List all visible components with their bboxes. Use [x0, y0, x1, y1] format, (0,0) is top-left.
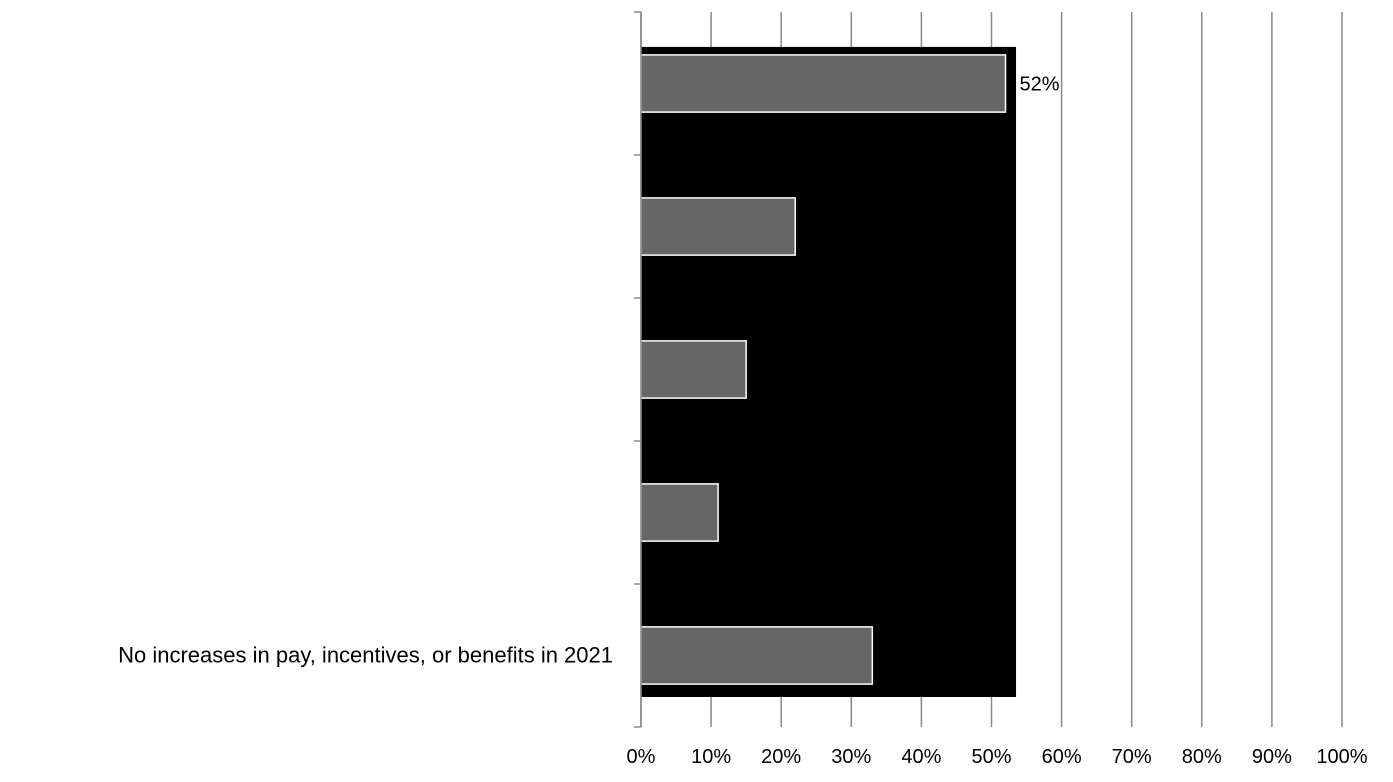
x-tick-label: 0% — [627, 746, 656, 768]
x-tick-label: 70% — [1112, 746, 1152, 768]
data-label: 52% — [1020, 74, 1060, 96]
category-label: No increases in pay, incentives, or bene… — [118, 643, 613, 668]
bar — [640, 340, 747, 399]
labels: 52% No increases in pay, incentives, or b… — [118, 74, 1368, 769]
bar — [640, 54, 1007, 113]
x-tick-label: 50% — [971, 746, 1011, 768]
x-tick-label: 90% — [1252, 746, 1292, 768]
bar — [640, 197, 796, 256]
x-tick-label: 60% — [1042, 746, 1082, 768]
x-tick-label: 30% — [831, 746, 871, 768]
axes — [634, 11, 642, 728]
bar — [640, 483, 719, 542]
x-tick-label: 10% — [691, 746, 731, 768]
bars — [640, 54, 1007, 685]
x-tick-label: 20% — [761, 746, 801, 768]
x-tick-label: 40% — [901, 746, 941, 768]
x-tick-label: 80% — [1182, 746, 1222, 768]
x-tick-label: 100% — [1316, 746, 1367, 768]
bar — [640, 626, 874, 685]
